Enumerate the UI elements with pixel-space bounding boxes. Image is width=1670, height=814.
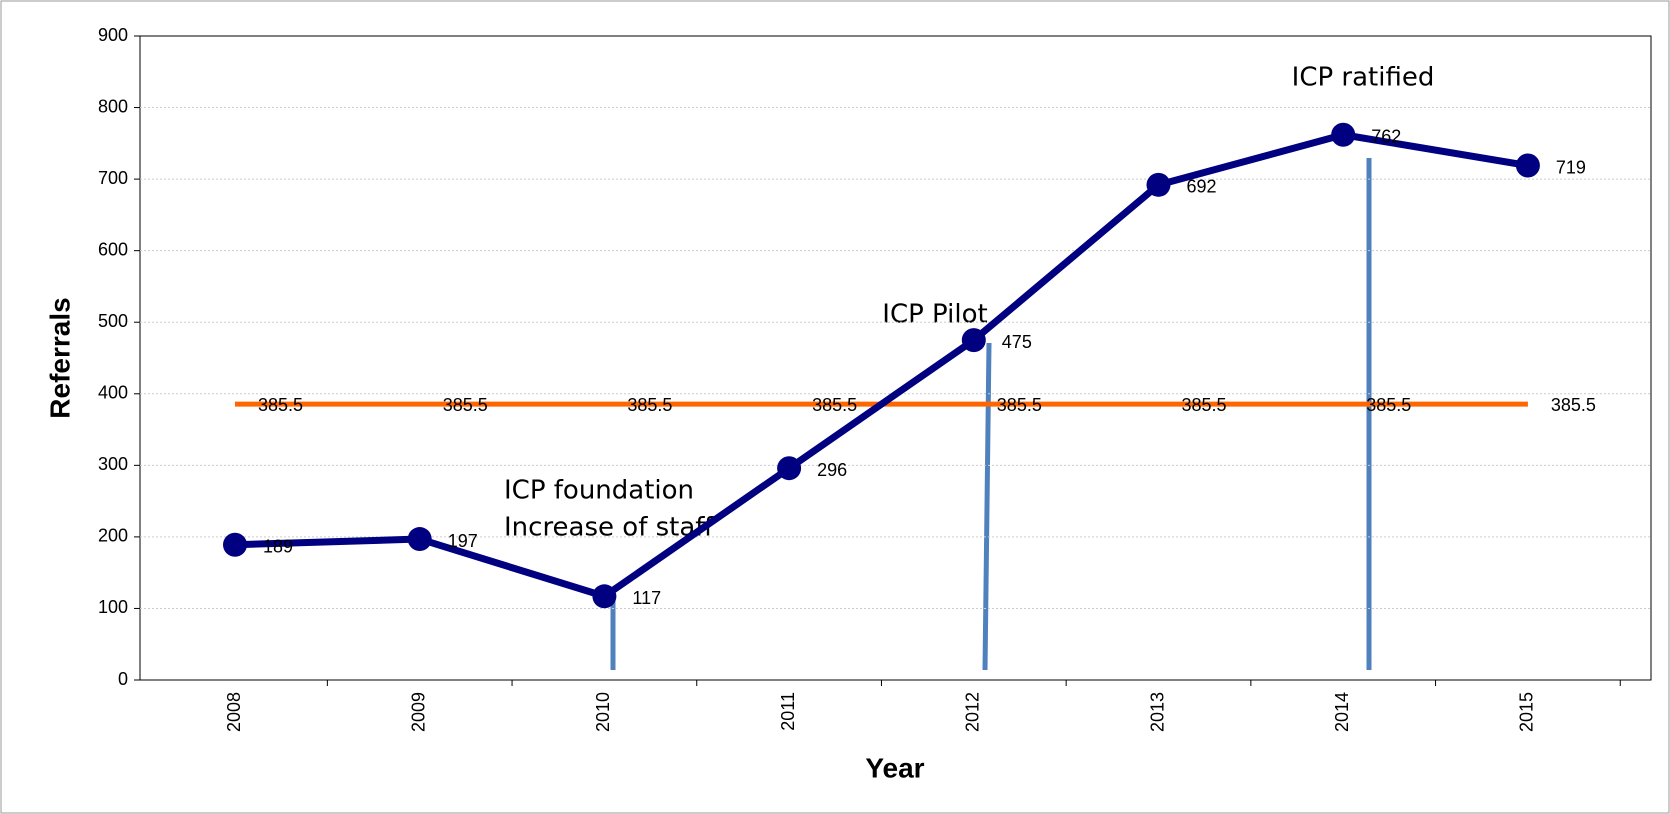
data-label: 385.5 (1551, 395, 1596, 415)
x-tick-label: 2011 (778, 692, 798, 731)
annotation: ICP Pilot (882, 300, 987, 330)
data-label: 385.5 (258, 395, 303, 415)
marker (223, 532, 247, 557)
y-tick-label: 900 (98, 25, 128, 45)
annotation: ICP ratified (1292, 63, 1435, 93)
y-tick-label: 0 (118, 669, 128, 689)
data-label: 385.5 (1366, 395, 1411, 415)
milestone-line (982, 342, 992, 671)
x-tick-label: 2013 (1147, 692, 1167, 732)
x-tick-label: 2008 (224, 692, 244, 732)
y-tick-label: 600 (98, 239, 128, 259)
marker (961, 328, 986, 353)
data-label: 385.5 (443, 395, 488, 415)
y-tick-label: 300 (98, 454, 128, 474)
plot-frame (139, 35, 1652, 681)
marker (1331, 122, 1356, 147)
x-tick-label: 2012 (963, 692, 983, 732)
data-label: 189 (263, 537, 293, 557)
data-label: 385.5 (627, 395, 672, 415)
y-axis-title: Referrals (44, 297, 75, 418)
annotation: Increase of staff (504, 513, 714, 543)
data-label: 385.5 (997, 395, 1042, 415)
y-tick-label: 100 (98, 597, 128, 617)
data-line (234, 131, 1529, 600)
marker (407, 527, 432, 552)
y-tick-label: 500 (98, 311, 128, 331)
data-label: 385.5 (1182, 395, 1227, 415)
y-tick-label: 800 (98, 96, 128, 116)
data-label: 197 (448, 531, 478, 551)
data-label: 475 (1002, 332, 1032, 352)
x-tick-label: 2009 (408, 692, 428, 732)
x-tick-label: 2014 (1332, 692, 1352, 732)
x-tick-label: 2010 (593, 692, 613, 732)
data-label: 385.5 (812, 395, 857, 415)
y-tick-label: 200 (98, 526, 128, 546)
x-axis-title: Year (865, 752, 924, 783)
y-tick-label: 400 (98, 383, 128, 403)
data-label: 762 (1371, 126, 1401, 146)
y-tick-label: 700 (98, 168, 128, 188)
marker (1515, 153, 1540, 178)
marker (1146, 172, 1171, 197)
marker (592, 584, 617, 609)
data-label: 719 (1556, 157, 1586, 177)
data-label: 692 (1187, 177, 1217, 197)
annotation: ICP foundation (504, 476, 694, 506)
data-label: 117 (632, 588, 661, 608)
data-label: 296 (817, 460, 847, 480)
x-tick-label: 2015 (1517, 692, 1537, 732)
marker (777, 456, 802, 481)
